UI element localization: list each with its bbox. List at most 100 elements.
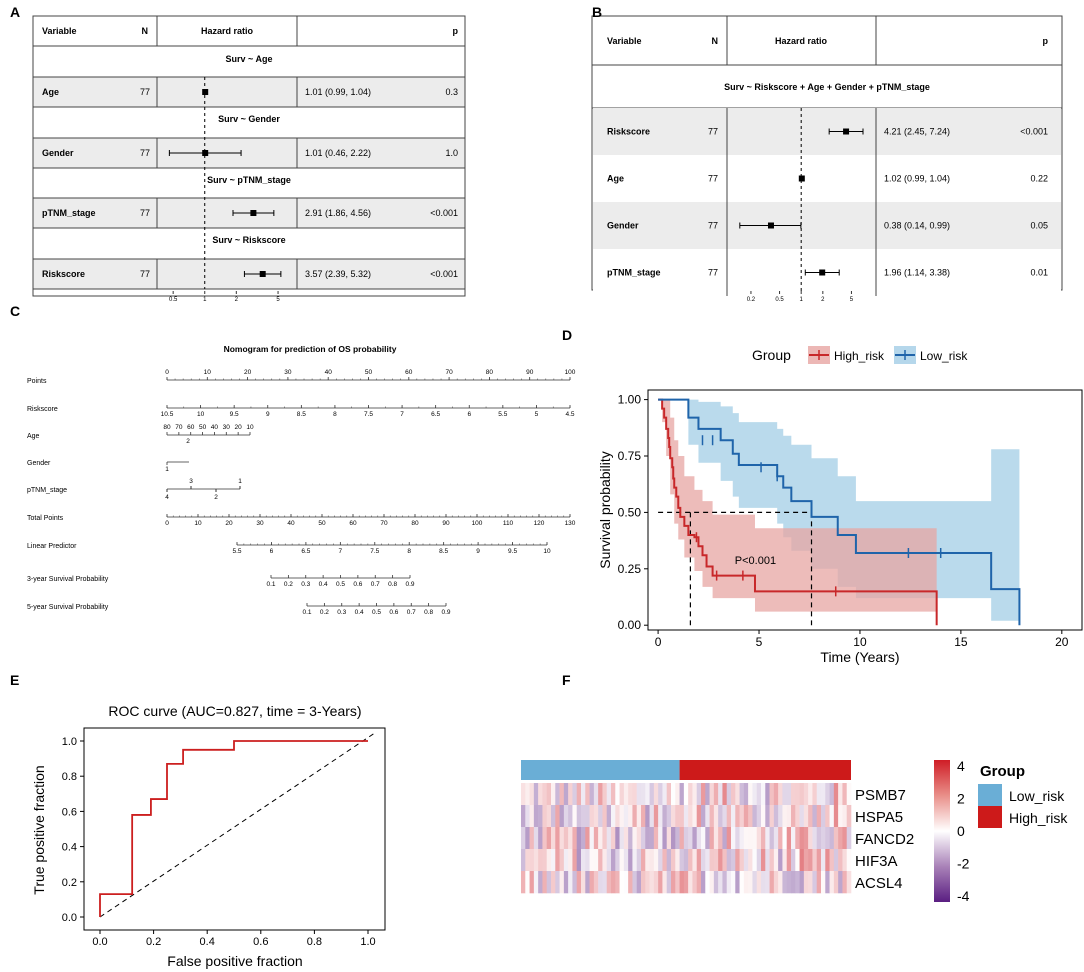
points-tick-label: 40 [325, 369, 333, 376]
heatmap-cell [598, 871, 603, 894]
points-tick-label: 100 [565, 369, 576, 376]
heatmap-cell [769, 783, 775, 806]
heatmap-cell [743, 849, 749, 872]
heatmap-cell [761, 805, 766, 828]
heatmap-cell [679, 805, 685, 828]
y-tick-label: 0.0 [62, 912, 77, 924]
heatmap-cell [786, 827, 792, 850]
total-points-tick-label: 130 [565, 520, 576, 527]
heatmap-cell [696, 783, 702, 806]
heatmap-cell [722, 783, 728, 806]
heatmap-cell [628, 783, 633, 806]
heatmap-cell [581, 849, 586, 872]
y-tick-label: 0.4 [62, 842, 77, 854]
y-tick-label: 0.2 [62, 877, 77, 889]
heatmap-cell [666, 805, 672, 828]
heatmap-cell [538, 783, 543, 806]
heatmap-cell [563, 827, 569, 850]
heatmap-cell [538, 805, 543, 828]
surv5-tick-label: 0.1 [302, 609, 311, 616]
total-points-tick-label: 90 [442, 520, 450, 527]
heatmap-cell [581, 783, 586, 806]
row-p: <0.001 [430, 208, 458, 218]
heatmap-cell [593, 827, 599, 850]
heatmap-cell [833, 805, 839, 828]
heatmap-cell [688, 783, 693, 806]
heatmap-cell [585, 827, 590, 850]
heatmap-cell [799, 783, 805, 806]
heatmap-cell [606, 805, 612, 828]
tick-label: 0.5 [169, 297, 178, 303]
heatmap-cell [705, 827, 710, 850]
heatmap-cell [658, 827, 663, 850]
points-tick-label: 30 [284, 369, 292, 376]
heatmap-cell [752, 871, 758, 894]
total-points-tick-label: 30 [256, 520, 264, 527]
heatmap-cell [803, 849, 809, 872]
heatmap-cell [538, 849, 543, 872]
heatmap-cell [636, 783, 642, 806]
age-tick-label: 60 [187, 424, 195, 431]
linear-predictor-tick-label: 8.5 [439, 548, 448, 555]
age-tick-label: 40 [211, 424, 219, 431]
gene-label: ACSL4 [855, 875, 903, 892]
heatmap-cell [701, 783, 706, 806]
riskscore-tick-label: 8.5 [297, 411, 306, 418]
heatmap-cell [632, 827, 638, 850]
heatmap-cell [649, 783, 655, 806]
y-tick-label: 0.6 [62, 806, 77, 818]
heatmap-cell [739, 849, 745, 872]
surv5-tick-label: 0.9 [441, 609, 450, 616]
heatmap-cell [743, 871, 749, 894]
heatmap-cell [803, 871, 809, 894]
heatmap-cell [765, 805, 770, 828]
formula-label: Surv ~ pTNM_stage [207, 175, 291, 185]
age-sub-label: 2 [186, 438, 190, 445]
points-tick-label: 80 [486, 369, 494, 376]
surv5-tick-label: 0.3 [337, 609, 346, 616]
heatmap-cell [735, 783, 740, 806]
heatmap-cell [735, 849, 740, 872]
heatmap-cell [696, 871, 702, 894]
heatmap-cell [641, 849, 646, 872]
heatmap-cell [598, 849, 603, 872]
heatmap-cell [662, 871, 668, 894]
heatmap-cell [658, 871, 663, 894]
confidence-band [658, 399, 937, 612]
heatmap-cell [731, 871, 736, 894]
heatmap-cell [803, 827, 809, 850]
heatmap-cell [585, 783, 590, 806]
heatmap-cell [611, 783, 616, 806]
heatmap-cell [666, 871, 672, 894]
riskscore-tick-label: 7 [400, 411, 404, 418]
x-tick-label: 15 [954, 635, 968, 649]
heatmap-cell [786, 871, 792, 894]
heatmap-cell [735, 805, 740, 828]
legend-title: Group [980, 763, 1025, 780]
heatmap-cell [666, 849, 672, 872]
heatmap-cell [555, 827, 560, 850]
heatmap-cell [718, 871, 723, 894]
y-axis-label: Survival probability [597, 451, 613, 569]
heatmap-cell [696, 805, 702, 828]
heatmap-cell [795, 871, 800, 894]
heatmap-cell [808, 805, 813, 828]
heatmap-cell [563, 783, 569, 806]
heatmap-cell [791, 871, 796, 894]
heatmap-cell [756, 871, 762, 894]
heatmap-cell [628, 805, 633, 828]
heatmap-cell [546, 783, 552, 806]
tick-label: 1 [800, 297, 804, 303]
heatmap-cell [555, 849, 560, 872]
tick-label: 0.2 [747, 297, 756, 303]
row-p: 0.3 [445, 87, 458, 97]
heatmap-cell [696, 849, 702, 872]
panel-label-F: F [562, 672, 571, 688]
surv5-tick-label: 0.6 [389, 609, 398, 616]
panel-labels: A B C D E F [10, 4, 602, 688]
heatmap-cell [829, 805, 835, 828]
heatmap-cell [748, 827, 753, 850]
row-variable: pTNM_stage [607, 268, 661, 278]
ptnm-tick-label: 1 [238, 478, 242, 485]
heatmap-cell [551, 871, 556, 894]
